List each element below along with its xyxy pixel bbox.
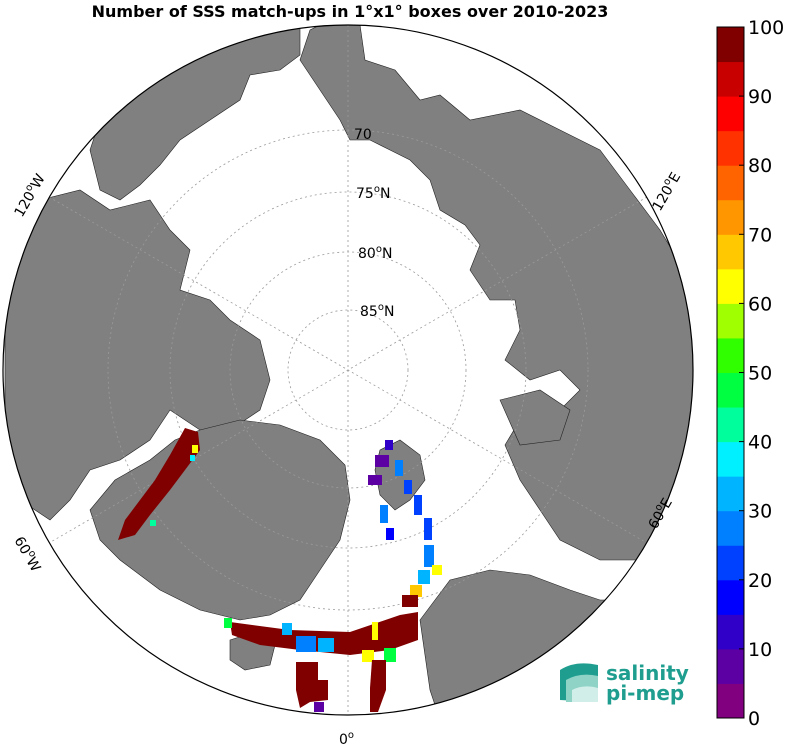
data-cell <box>368 475 382 485</box>
logo-line1: salinity <box>606 661 689 685</box>
colorbar-tick-label: 50 <box>748 363 772 385</box>
land-alaska <box>89 25 301 201</box>
lat-label-85: 85oN <box>360 302 394 320</box>
lon-label-120e: 120oE <box>648 169 684 214</box>
colorbar-segment <box>717 27 744 63</box>
data-cell <box>404 480 412 494</box>
colorbar-tick-label: 100 <box>748 17 784 39</box>
lat-label-70: 70 <box>354 127 372 143</box>
colorbar-segment <box>717 648 744 684</box>
data-cell <box>314 702 324 712</box>
colorbar-tick-label: 0 <box>748 708 760 730</box>
data-cell <box>380 505 388 523</box>
colorbar-segment <box>717 510 744 546</box>
colorbar-segment <box>717 683 744 719</box>
data-cell <box>386 528 394 540</box>
data-cell <box>395 460 403 476</box>
data-cell <box>424 545 434 567</box>
lat-label-75: 75oN <box>356 184 390 202</box>
colorbar-tick-label: 90 <box>748 86 772 108</box>
data-cell <box>424 518 432 540</box>
data-region-baffin <box>118 428 200 540</box>
map-border <box>2 24 694 716</box>
data-cell <box>296 636 316 652</box>
land-novaya-zemlya <box>499 389 571 446</box>
logo-line2: pi-mep <box>606 681 684 705</box>
data-cell <box>372 622 378 640</box>
data-region-spur-east <box>370 660 386 712</box>
matchup-boxes <box>118 428 442 712</box>
data-cell <box>318 638 334 652</box>
data-cell <box>224 618 232 628</box>
colorbar-segment <box>717 407 744 443</box>
data-cell <box>190 455 195 461</box>
colorbar-segment <box>717 579 744 615</box>
data-cell <box>150 520 156 526</box>
lat-label-80: 80oN <box>358 244 392 262</box>
colorbar-segment <box>717 61 744 97</box>
colorbar-tick-label: 60 <box>748 293 772 315</box>
colorbar-tick-label: 40 <box>748 432 772 454</box>
map-title: Number of SSS match-ups in 1°x1° boxes o… <box>91 2 609 21</box>
land-siberia <box>299 25 693 561</box>
colorbar-segment <box>717 372 744 408</box>
colorbar-segment <box>717 130 744 166</box>
colorbar-segment <box>717 614 744 650</box>
colorbar-segment <box>717 234 744 270</box>
data-cell <box>385 440 393 450</box>
latitude-labels: 70 75oN 80oN 85oN <box>354 127 394 320</box>
colorbar-tick-label: 70 <box>748 224 772 246</box>
data-region-spur-west <box>296 662 328 708</box>
colorbar-tick-label: 10 <box>748 639 772 661</box>
data-cell <box>414 495 422 515</box>
colorbar-tick-label: 30 <box>748 501 772 523</box>
colorbar-segment <box>717 96 744 132</box>
data-cell <box>362 650 374 662</box>
lon-label-0: 0o <box>339 730 354 747</box>
colorbar: 0 10 20 30 40 50 60 70 80 90 100 <box>716 17 784 730</box>
colorbar-segment <box>717 165 744 201</box>
colorbar-segment <box>717 476 744 512</box>
data-cell <box>375 455 389 467</box>
colorbar-segment <box>717 268 744 304</box>
graticule <box>48 25 648 715</box>
colorbar-segment <box>717 303 744 339</box>
land-canada <box>4 189 271 521</box>
data-cell <box>410 585 422 597</box>
colorbar-segment <box>717 199 744 235</box>
data-cell <box>282 623 292 635</box>
data-region-nordic-seas <box>230 612 418 655</box>
land-scandinavia <box>419 569 693 715</box>
data-cell <box>432 565 442 575</box>
salinity-pi-mep-logo: salinity pi-mep <box>560 661 689 705</box>
colorbar-segment <box>717 337 744 373</box>
colorbar-tick-label: 80 <box>748 155 772 177</box>
data-cell <box>384 648 396 662</box>
colorbar-tick-label: 20 <box>748 570 772 592</box>
lon-label-60w: 60oW <box>11 533 46 575</box>
data-cell <box>418 570 430 584</box>
colorbar-segment <box>717 545 744 581</box>
data-cell <box>402 595 418 607</box>
colorbar-segment <box>717 441 744 477</box>
logo-wave-icon <box>560 663 598 702</box>
data-cell <box>192 445 198 453</box>
